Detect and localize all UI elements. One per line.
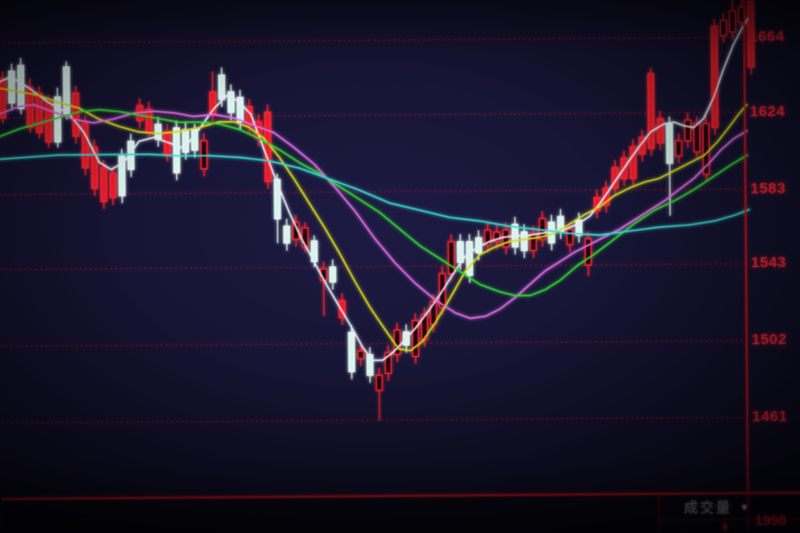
- price-axis-label: 1502: [751, 330, 788, 349]
- price-axis-label: 1461: [752, 407, 788, 426]
- volume-pane-title: 成交量: [683, 499, 732, 516]
- price-axis-label: 1543: [750, 253, 787, 272]
- price-axis-label: 1664: [749, 27, 785, 46]
- dropdown-triangle-icon[interactable]: ▼: [739, 502, 749, 513]
- price-axis-label: 1583: [750, 179, 786, 198]
- volume-axis-value: 1998: [754, 511, 787, 529]
- volume-bar: [723, 523, 728, 531]
- volume-pane-selector[interactable]: 成交量 ▼: [683, 499, 749, 516]
- price-axis-label: 1624: [749, 102, 786, 121]
